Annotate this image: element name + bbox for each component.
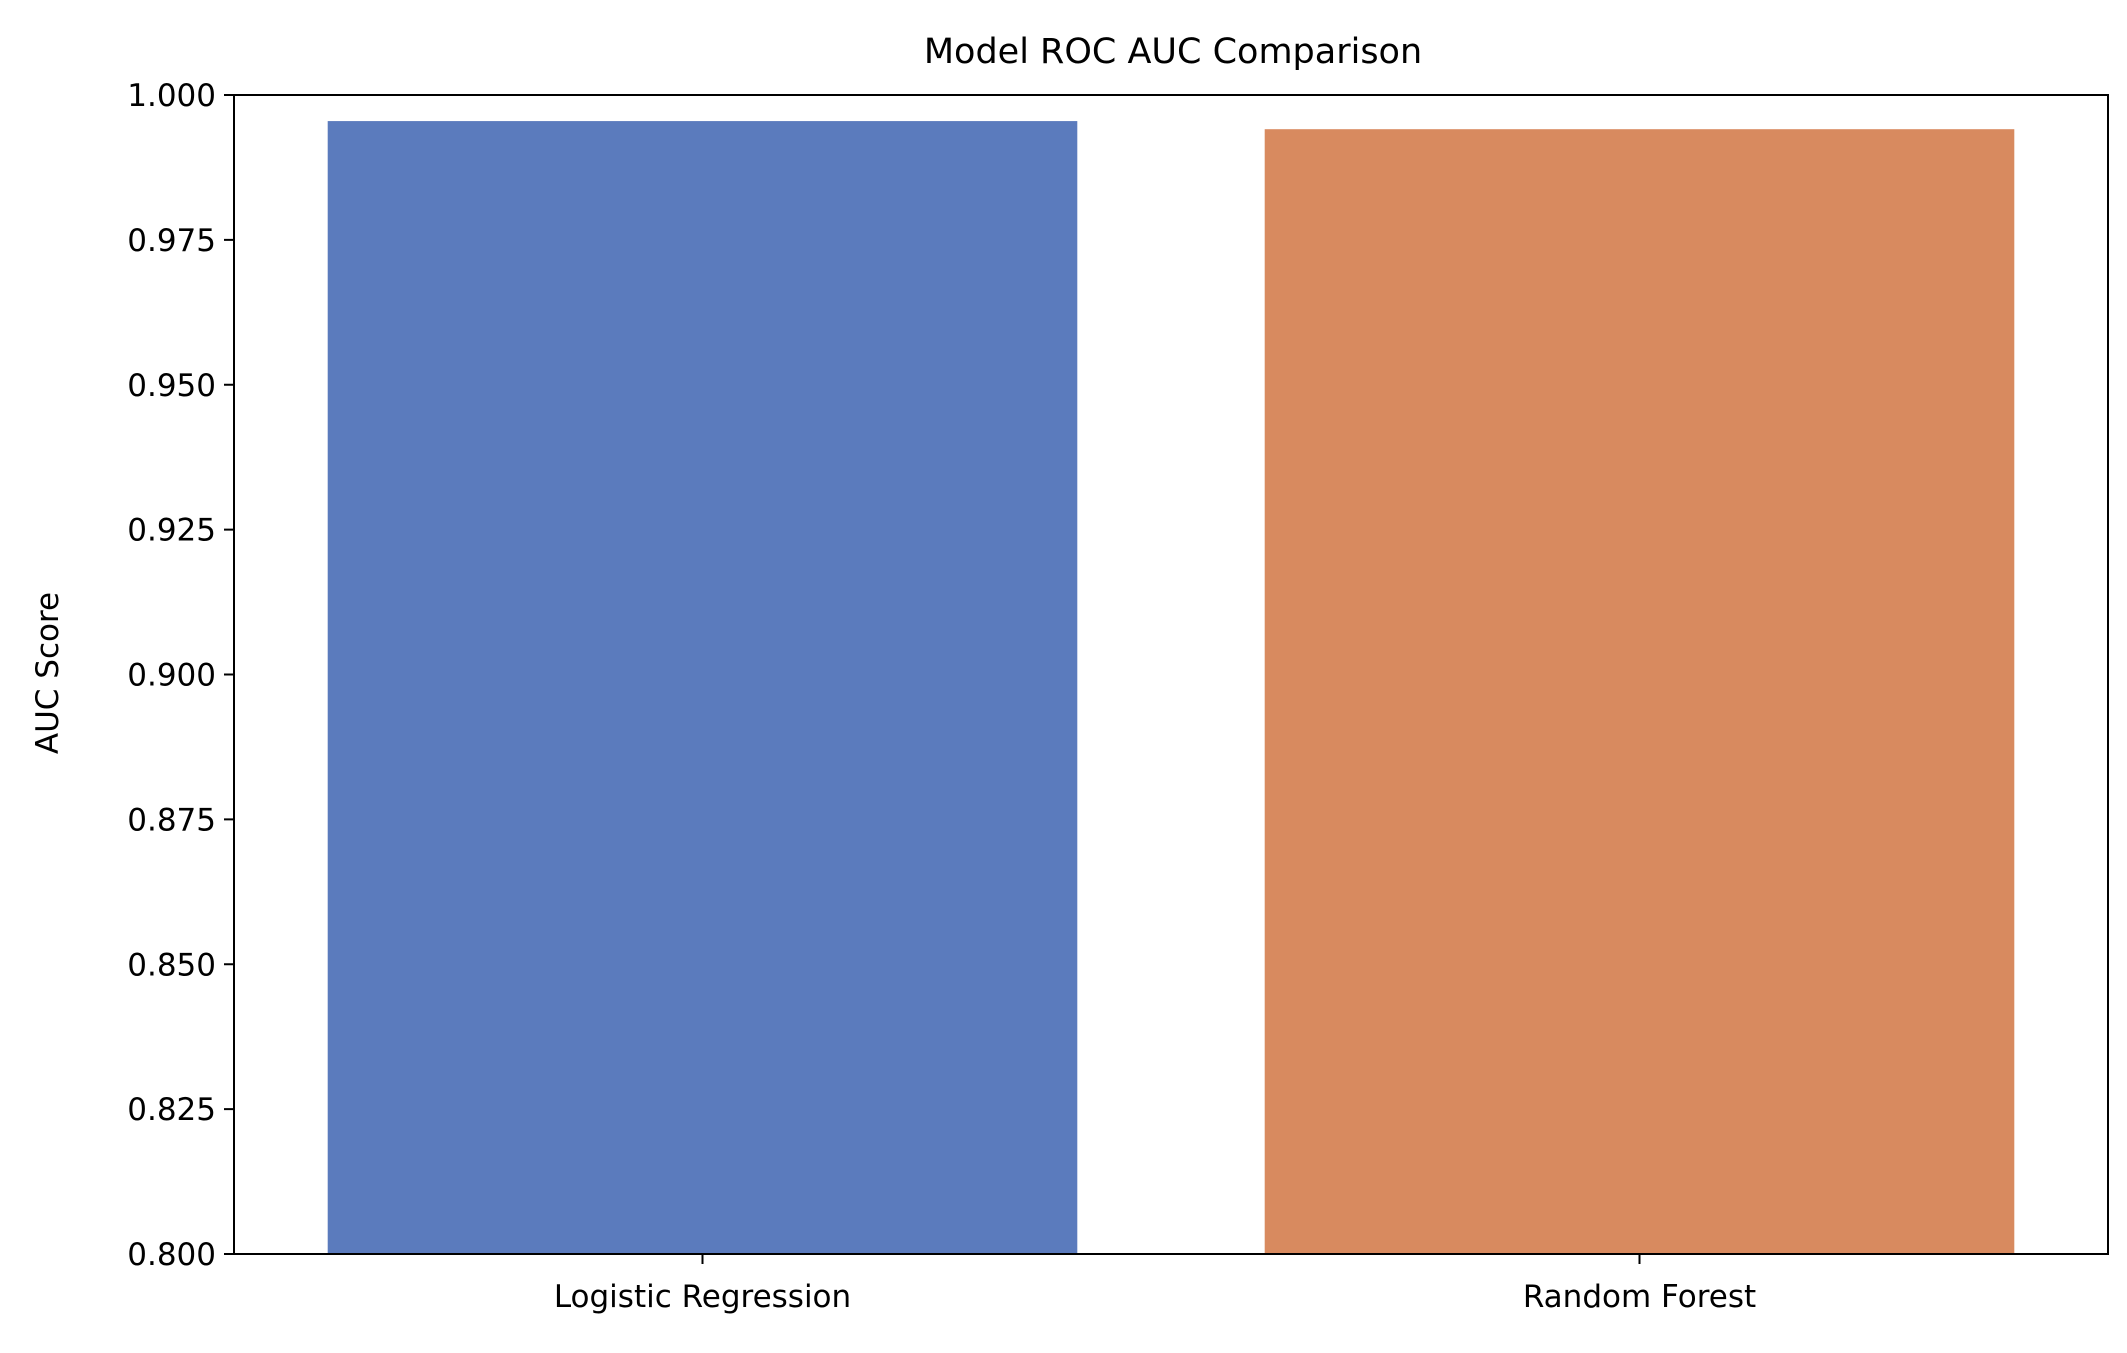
bars-layer [327,121,2015,1254]
y-axis-label: AUC Score [30,592,66,754]
y-tick-label: 0.925 [127,513,216,549]
x-tick-label: Random Forest [1523,1279,1756,1315]
text-layer: Model ROC AUC Comparison AUC Score 0.800… [30,32,1756,1315]
axes-layer [224,94,2109,1264]
x-tick-label: Logistic Regression [554,1279,851,1315]
y-tick-label: 0.975 [127,223,216,259]
chart-title: Model ROC AUC Comparison [924,32,1422,72]
y-tick-label: 0.900 [127,658,216,694]
y-tick-label: 0.875 [127,802,216,838]
y-tick-label: 0.850 [127,947,216,983]
bar-random-forest [1264,129,2015,1254]
y-tick-label: 0.800 [127,1237,216,1273]
y-tick-label: 0.950 [127,368,216,404]
y-tick-label: 0.825 [127,1092,216,1128]
bar-logistic-regression [327,121,1078,1254]
y-tick-label: 1.000 [127,78,216,114]
